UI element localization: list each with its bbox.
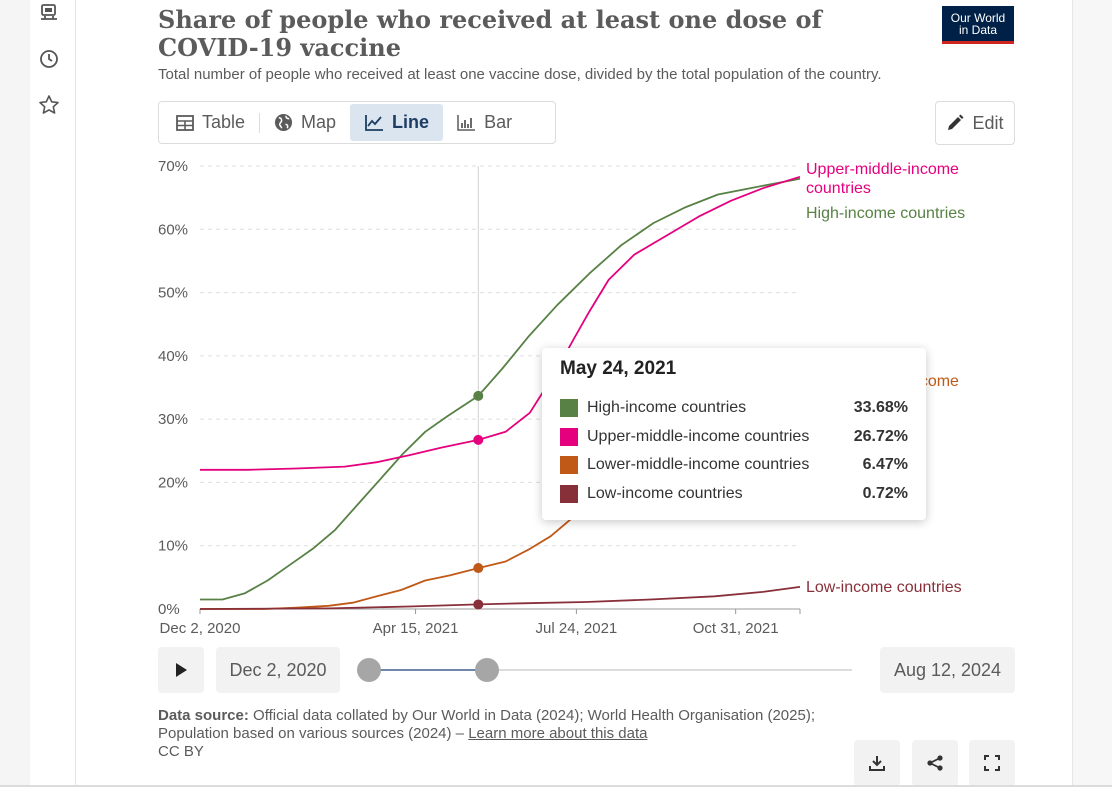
legend-swatch [560,427,578,446]
chart-subtitle: Total number of people who received at l… [158,66,882,83]
download-icon [869,756,885,771]
slider-start-handle[interactable] [357,658,381,682]
logo-line-1: Our World [950,10,1006,25]
slider-track [366,669,852,671]
tab-table-label: Table [202,112,246,132]
right-rail [1073,0,1112,787]
chart-type-tabs: Table Map Line Bar [158,101,556,144]
timeline-end-date[interactable]: Aug 12, 2024 [880,647,1015,693]
tooltip-value: 26.72% [853,427,908,445]
timeline-start-date[interactable]: Dec 2, 2020 [216,647,340,693]
download-button[interactable] [854,740,900,786]
source-label: Data source: [158,707,249,724]
line-chart-icon [365,114,384,131]
sidebar [30,0,76,787]
tooltip-row: Low-income countries 0.72% [560,480,908,509]
clock-icon[interactable] [38,48,60,70]
slider-range [369,669,489,671]
license-text: CC BY [158,743,204,760]
tooltip-value: 0.72% [862,484,908,502]
legend-swatch [560,399,578,418]
expand-icon [984,755,1000,771]
table-icon [176,114,194,131]
source-footer: Data source: Official data collated by O… [158,707,848,761]
learn-more-link[interactable]: Learn more about this data [468,725,648,742]
tooltip-date: May 24, 2021 [560,358,677,379]
browser-icon[interactable] [38,2,60,24]
legend-swatch [560,484,578,503]
share-button[interactable] [912,740,958,786]
tooltip-series-name: Lower-middle-income countries [587,456,810,474]
owid-logo[interactable]: Our World in Data [942,6,1014,44]
left-rail [0,0,30,787]
tab-divider [259,112,261,133]
tooltip-value: 33.68% [853,399,908,417]
pencil-icon [948,114,964,130]
tab-table[interactable]: Table [162,104,259,141]
tooltip-series-name: Upper-middle-income countries [587,427,810,445]
tab-map[interactable]: Map [260,104,350,141]
tooltip-row: Lower-middle-income countries 6.47% [560,451,908,480]
tooltip-row: High-income countries 33.68% [560,394,908,423]
tooltip: May 24, 2021 High-income countries 33.68… [542,348,926,520]
tooltip-series-name: Low-income countries [587,484,743,502]
edit-button[interactable]: Edit [935,101,1015,145]
play-icon [176,663,187,677]
star-icon[interactable] [38,94,60,116]
slider-end-handle[interactable] [475,658,499,682]
chart-title: Share of people who received at least on… [158,5,822,62]
tooltip-row: Upper-middle-income countries 26.72% [560,423,908,452]
tooltip-value: 6.47% [862,456,908,474]
tab-bar[interactable]: Bar [443,104,526,141]
play-button[interactable] [158,647,204,693]
edit-label: Edit [972,112,1004,133]
logo-line-2: in Data [958,22,998,37]
bottom-border [0,785,1112,787]
globe-icon [274,113,293,132]
bar-chart-icon [457,115,476,131]
legend-swatch [560,456,578,475]
tab-line-label: Line [392,112,430,132]
tab-line[interactable]: Line [350,104,444,141]
share-icon [927,755,943,771]
tab-map-label: Map [301,112,337,132]
fullscreen-button[interactable] [969,740,1015,786]
tooltip-series-name: High-income countries [587,399,747,417]
tab-bar-label: Bar [484,112,513,132]
timeline-slider[interactable] [357,658,852,682]
source-text: Official data collated by Our World in D… [158,707,815,742]
